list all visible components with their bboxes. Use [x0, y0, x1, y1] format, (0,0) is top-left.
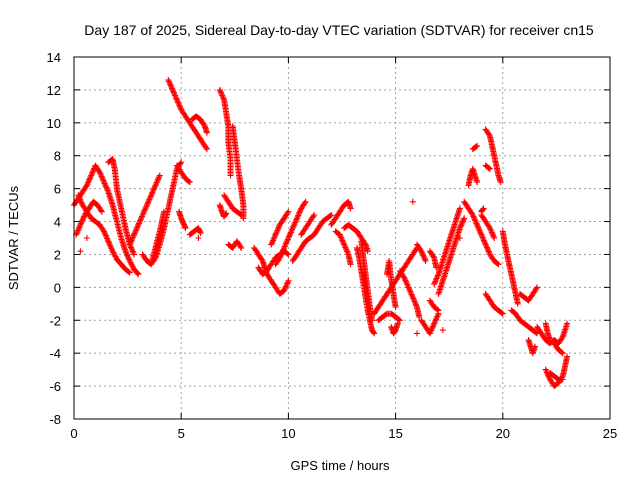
y-axis-label: SDTVAR / TECUs — [6, 185, 21, 290]
chart-title: Day 187 of 2025, Sidereal Day-to-day VTE… — [84, 22, 594, 38]
y-tick-label: 14 — [47, 50, 61, 65]
x-tick-label: 0 — [70, 426, 77, 441]
x-tick-label: 20 — [496, 426, 510, 441]
x-tick-label: 15 — [388, 426, 402, 441]
x-tick-label: 25 — [603, 426, 617, 441]
y-tick-label: -6 — [49, 379, 61, 394]
y-tick-label: 2 — [54, 247, 61, 262]
y-tick-label: 12 — [47, 83, 61, 98]
y-tick-label: 4 — [54, 215, 61, 230]
y-tick-label: -8 — [49, 412, 61, 427]
axis-ticks: 0 5 10 15 20 25 -8 -6 -4 -2 0 2 4 6 8 10 12 14 — [47, 50, 618, 441]
x-tick-label: 10 — [281, 426, 295, 441]
y-tick-label: 0 — [54, 280, 61, 295]
y-tick-label: -4 — [49, 346, 61, 361]
x-tick-label: 5 — [178, 426, 185, 441]
y-tick-label: 8 — [54, 149, 61, 164]
y-tick-label: 6 — [54, 182, 61, 197]
y-tick-label: 10 — [47, 116, 61, 131]
x-axis-label: GPS time / hours — [291, 458, 390, 473]
plot-frame — [73, 56, 611, 420]
y-tick-label: -2 — [49, 313, 61, 328]
